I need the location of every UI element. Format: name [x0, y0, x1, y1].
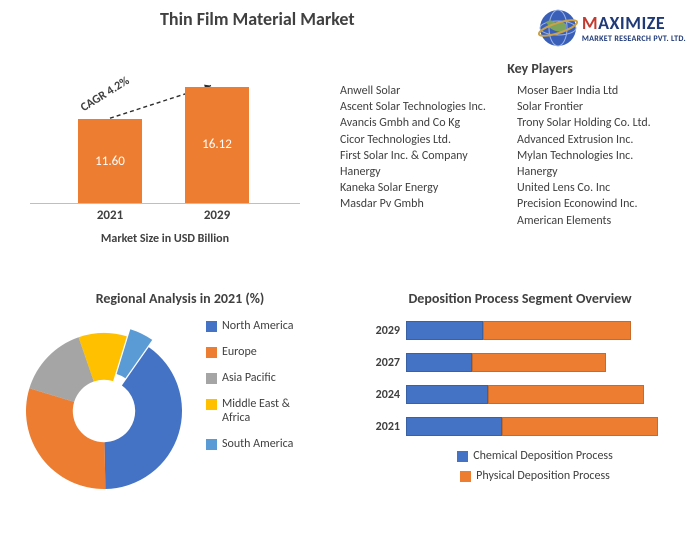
key-player-item: Cicor Technologies Ltd.: [340, 132, 503, 148]
key-player-item: Precision Econowind Inc.: [517, 196, 680, 212]
globe-icon: [536, 6, 580, 50]
dep-row-2024: 2024: [360, 385, 680, 404]
dep-segment: [406, 385, 488, 404]
legend-label: Europe: [222, 345, 257, 359]
donut-slice-europe: [26, 388, 105, 489]
legend-item: Chemical Deposition Process: [457, 449, 613, 463]
key-player-item: Trony Solar Holding Co. Ltd.: [517, 115, 680, 131]
dep-segment: [483, 321, 631, 340]
key-player-item: Anwell Solar: [340, 83, 503, 99]
bar-rect: 16.12: [185, 87, 249, 203]
deposition-section: Deposition Process Segment Overview 2029…: [360, 290, 680, 485]
bar-2021: 11.60: [78, 119, 142, 203]
regional-analysis-section: Regional Analysis in 2021 (%) North Amer…: [10, 290, 350, 501]
key-player-item: Avancis Gmbh and Co Kg: [340, 115, 503, 131]
key-player-item: Hanergy: [517, 164, 680, 180]
key-player-item: Hanergy: [340, 164, 503, 180]
key-player-item: Solar Frontier: [517, 99, 680, 115]
key-players-col-1: Anwell SolarAscent Solar Technologies In…: [340, 83, 503, 229]
bar-xlabel: 2021: [78, 208, 142, 223]
legend-label: Chemical Deposition Process: [473, 449, 613, 463]
dep-segment: [406, 417, 502, 436]
logo-main-text: AXIMIZE: [598, 12, 665, 34]
dep-bar: [406, 353, 680, 372]
brand-logo: MAXIMIZE MARKET RESEARCH PVT. LTD.: [536, 6, 686, 50]
dep-row-2029: 2029: [360, 321, 680, 340]
dep-ylabel: 2029: [360, 324, 400, 338]
dep-bar: [406, 417, 680, 436]
dep-row-2027: 2027: [360, 353, 680, 372]
legend-item: Europe: [206, 345, 317, 359]
regional-donut-chart: [10, 313, 198, 501]
dep-bar: [406, 385, 680, 404]
key-players-title: Key Players: [400, 60, 680, 77]
key-player-item: Mylan Technologies Inc.: [517, 148, 680, 164]
regional-title: Regional Analysis in 2021 (%): [10, 290, 350, 307]
legend-swatch: [460, 471, 471, 482]
logo-accent-letter: M: [582, 12, 598, 34]
legend-item: Middle East & Africa: [206, 397, 317, 425]
bar-rect: 11.60: [78, 119, 142, 203]
legend-swatch: [206, 321, 217, 332]
market-size-bar-chart: CAGR 4.2% 11.6016.12 20212029 Market Siz…: [30, 74, 300, 254]
legend-label: North America: [222, 319, 293, 333]
dep-bar: [406, 321, 680, 340]
cagr-arrow-icon: [30, 74, 300, 204]
legend-swatch: [206, 439, 217, 450]
legend-item: Physical Deposition Process: [460, 469, 610, 483]
key-player-item: Masdar Pv Gmbh: [340, 196, 503, 212]
logo-subtitle: MARKET RESEARCH PVT. LTD.: [582, 34, 686, 44]
regional-legend: North America Europe Asia Pacific Middle Ea…: [206, 319, 317, 463]
key-player-item: Moser Baer India Ltd: [517, 83, 680, 99]
legend-label: South America: [222, 437, 293, 451]
key-players-section: Key Players Anwell SolarAscent Solar Tec…: [340, 60, 680, 229]
dep-segment: [406, 321, 483, 340]
key-player-item: United Lens Co. Inc: [517, 180, 680, 196]
key-player-item: American Elements: [517, 213, 680, 229]
key-player-item: Kaneka Solar Energy: [340, 180, 503, 196]
key-players-col-2: Moser Baer India LtdSolar FrontierTrony …: [517, 83, 680, 229]
key-player-item: First Solar Inc. & Company: [340, 148, 503, 164]
dep-segment: [502, 417, 658, 436]
deposition-title: Deposition Process Segment Overview: [360, 290, 680, 307]
deposition-legend: Chemical Deposition Process Physical Depo…: [390, 449, 680, 485]
dep-segment: [406, 353, 472, 372]
legend-swatch: [206, 347, 217, 358]
legend-label: Physical Deposition Process: [476, 469, 610, 483]
legend-swatch: [457, 451, 468, 462]
legend-swatch: [206, 399, 217, 410]
legend-item: South America: [206, 437, 317, 451]
bar-chart-subtitle: Market Size in USD Billion: [30, 232, 300, 246]
key-player-item: Advanced Extrusion Inc.: [517, 132, 680, 148]
dep-ylabel: 2021: [360, 420, 400, 434]
key-player-item: Ascent Solar Technologies Inc.: [340, 99, 503, 115]
dep-segment: [488, 385, 644, 404]
logo-text: MAXIMIZE MARKET RESEARCH PVT. LTD.: [582, 12, 686, 44]
legend-item: North America: [206, 319, 317, 333]
dep-ylabel: 2024: [360, 388, 400, 402]
dep-ylabel: 2027: [360, 356, 400, 370]
bar-2029: 16.12: [185, 87, 249, 203]
page-title: Thin Film Material Market: [160, 8, 355, 30]
bar-xlabel: 2029: [185, 208, 249, 223]
dep-segment: [472, 353, 606, 372]
dep-row-2021: 2021: [360, 417, 680, 436]
legend-item: Asia Pacific: [206, 371, 317, 385]
legend-label: Middle East & Africa: [222, 397, 317, 425]
legend-label: Asia Pacific: [222, 371, 276, 385]
legend-swatch: [206, 373, 217, 384]
